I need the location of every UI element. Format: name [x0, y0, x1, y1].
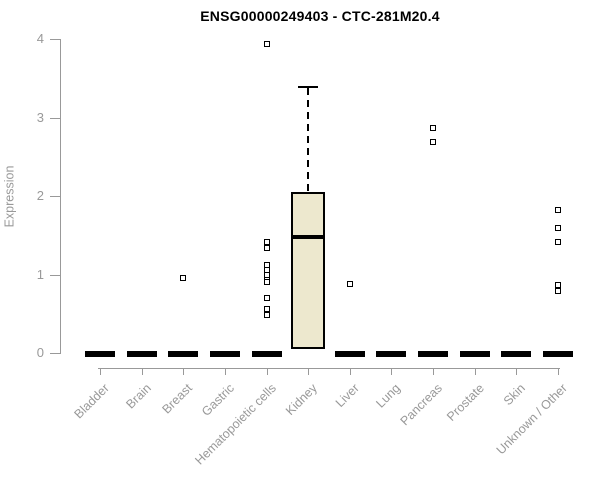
collapsed-box	[85, 351, 115, 357]
x-axis-line	[98, 368, 561, 369]
outlier-point	[430, 124, 437, 131]
outlier-point	[430, 138, 437, 145]
x-tick	[266, 368, 268, 375]
outlier-point	[555, 287, 562, 294]
x-tick	[558, 368, 560, 375]
outlier-point	[263, 279, 270, 286]
x-tick	[516, 368, 518, 375]
x-tick	[141, 368, 143, 375]
outlier-point	[263, 312, 270, 319]
y-tick	[50, 196, 60, 197]
outlier-point	[263, 306, 270, 313]
y-tick	[50, 117, 60, 119]
collapsed-box	[543, 351, 574, 357]
outlier-point	[555, 281, 562, 288]
collapsed-box	[376, 351, 407, 357]
collapsed-box	[459, 351, 490, 357]
outlier-point	[555, 207, 562, 214]
outlier-point	[555, 239, 562, 246]
collapsed-box	[209, 351, 240, 357]
collapsed-box	[418, 351, 449, 357]
collapsed-box	[501, 351, 532, 357]
x-tick	[308, 368, 310, 375]
y-tick-label: 0	[36, 345, 44, 360]
y-tick	[50, 353, 60, 354]
y-tick-label: 3	[36, 109, 44, 125]
collapsed-box	[251, 351, 282, 357]
collapsed-box	[126, 351, 157, 357]
collapsed-box	[168, 351, 199, 357]
x-tick	[183, 368, 185, 375]
y-tick	[50, 274, 60, 276]
chart-title: ENSG00000249403 - CTC-281M20.4	[200, 8, 440, 24]
outlier-point	[263, 41, 270, 48]
outlier-point	[555, 225, 562, 232]
y-axis-line	[60, 39, 61, 354]
x-tick	[474, 368, 476, 375]
y-tick	[50, 39, 60, 40]
x-tick	[391, 368, 393, 375]
collapsed-box	[334, 351, 365, 357]
outlier-point	[346, 280, 353, 287]
y-tick-label: 2	[36, 188, 44, 203]
outlier-point	[180, 274, 187, 281]
x-tick	[349, 368, 351, 375]
y-tick-label: 4	[36, 31, 44, 46]
whisker-line	[307, 87, 310, 193]
x-tick	[433, 368, 435, 375]
outlier-point	[263, 295, 270, 302]
median-line	[291, 234, 326, 239]
x-tick	[100, 368, 101, 375]
box	[291, 192, 326, 350]
whisker-cap	[298, 85, 319, 88]
y-tick-label: 1	[36, 266, 44, 282]
outlier-point	[263, 244, 270, 251]
x-tick	[224, 368, 226, 375]
